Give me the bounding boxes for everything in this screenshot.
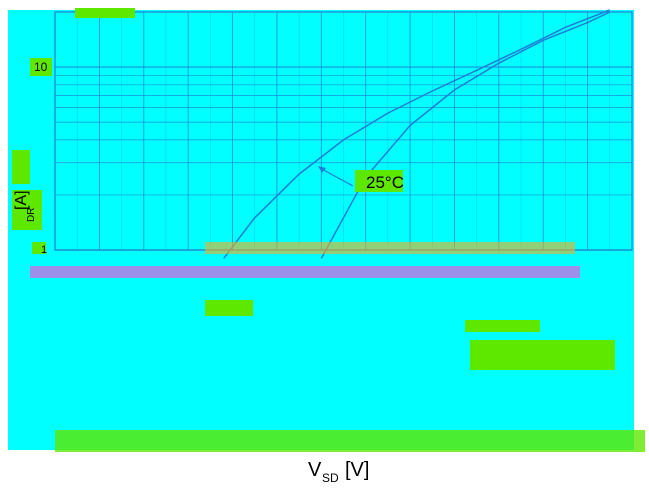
- annotation-arrow-head: [318, 166, 326, 173]
- x-axis-label-unit: [V]: [345, 459, 369, 481]
- highlight-strip-top: [75, 8, 135, 18]
- highlight-strip-row2: [30, 266, 580, 278]
- y-axis-label-unit: [A]: [13, 190, 30, 210]
- highlight-strip-row1: [205, 242, 575, 254]
- series-line-2: [320, 11, 611, 259]
- y-axis-sub-bg: [12, 190, 42, 230]
- highlight-strip-bottom: [55, 430, 645, 452]
- highlight-block-3: [205, 300, 253, 316]
- y-axis-sub-label: DR: [26, 208, 37, 222]
- x-axis-label-sub: SD: [322, 471, 339, 485]
- y-tick-bg-1: [32, 242, 46, 254]
- series-line-1: [223, 9, 611, 259]
- y-axis-label: [A]: [13, 190, 30, 210]
- grid: [54, 11, 633, 251]
- annotation-leader: [319, 167, 354, 187]
- x-axis-label-main: V: [308, 459, 322, 481]
- annotation-bg: [355, 170, 403, 192]
- y-tick-label-10: 10: [34, 60, 48, 74]
- y-tick-label-1: 1: [41, 244, 47, 256]
- y-axis-label-sub: DR: [26, 208, 37, 222]
- y-axis-label-bg: [12, 150, 30, 184]
- highlight-block-2: [470, 340, 615, 370]
- annotation-25c: 25°C: [366, 173, 404, 192]
- highlight-block-1: [465, 320, 540, 332]
- y-tick-bg-10: [30, 58, 52, 76]
- curves: [223, 9, 611, 259]
